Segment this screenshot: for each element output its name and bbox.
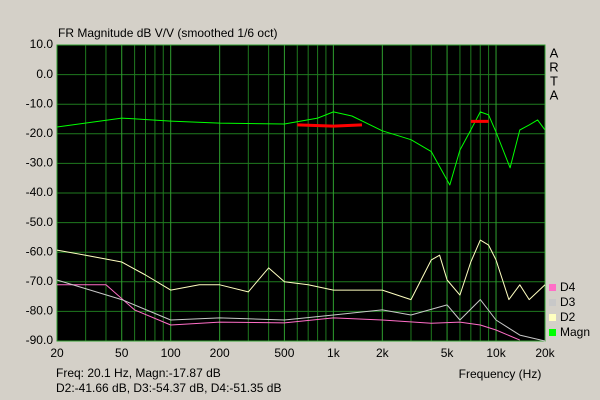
legend-label: D2 — [560, 310, 576, 324]
legend-label: D3 — [560, 295, 576, 309]
x-tick-label: 10k — [486, 346, 506, 360]
x-tick-label: 20 — [50, 346, 64, 360]
x-tick-label: 200 — [210, 346, 230, 360]
x-tick-label: 500 — [274, 346, 294, 360]
x-tick-label: 100 — [161, 346, 181, 360]
brand-letter: A — [550, 45, 559, 60]
series-line — [56, 239, 546, 301]
plot-border — [56, 44, 546, 342]
x-axis-title: Frequency (Hz) — [459, 367, 542, 381]
x-tick-label: 5k — [441, 346, 455, 360]
legend-label: Magn — [560, 325, 590, 339]
y-tick-label: -60.0 — [26, 244, 54, 258]
brand-letter: R — [549, 59, 558, 74]
x-tick-label: 2k — [376, 346, 390, 360]
x-tick-label: 20k — [535, 346, 555, 360]
y-tick-label: -70.0 — [26, 274, 54, 288]
brand-letter: T — [550, 73, 558, 88]
chart-title: FR Magnitude dB V/V (smoothed 1/6 oct) — [58, 26, 277, 40]
y-tick-label: -10.0 — [26, 96, 54, 110]
legend-swatch — [549, 314, 556, 321]
highlight-segment — [297, 123, 363, 128]
y-tick-label: 10.0 — [30, 37, 54, 51]
status-line: Freq: 20.1 Hz, Magn:-17.87 dB — [56, 366, 221, 380]
brand-letter: A — [550, 87, 559, 102]
y-tick-label: -30.0 — [26, 156, 54, 170]
status-line: D2:-41.66 dB, D3:-54.37 dB, D4:-51.35 dB — [56, 381, 281, 395]
y-tick-label: 0.0 — [36, 67, 53, 81]
y-tick-label: -80.0 — [26, 304, 54, 318]
y-tick-label: -40.0 — [26, 185, 54, 199]
series-line — [56, 111, 546, 186]
x-tick-label: 1k — [327, 346, 341, 360]
legend-swatch — [549, 299, 556, 306]
series-line — [56, 279, 546, 342]
legend-swatch — [549, 284, 556, 291]
y-tick-label: -90.0 — [26, 333, 54, 347]
series-line — [57, 284, 520, 341]
legend-label: D4 — [560, 280, 576, 294]
y-tick-label: -20.0 — [26, 126, 54, 140]
x-tick-label: 50 — [115, 346, 129, 360]
legend-swatch — [549, 329, 556, 336]
y-tick-label: -50.0 — [26, 215, 54, 229]
